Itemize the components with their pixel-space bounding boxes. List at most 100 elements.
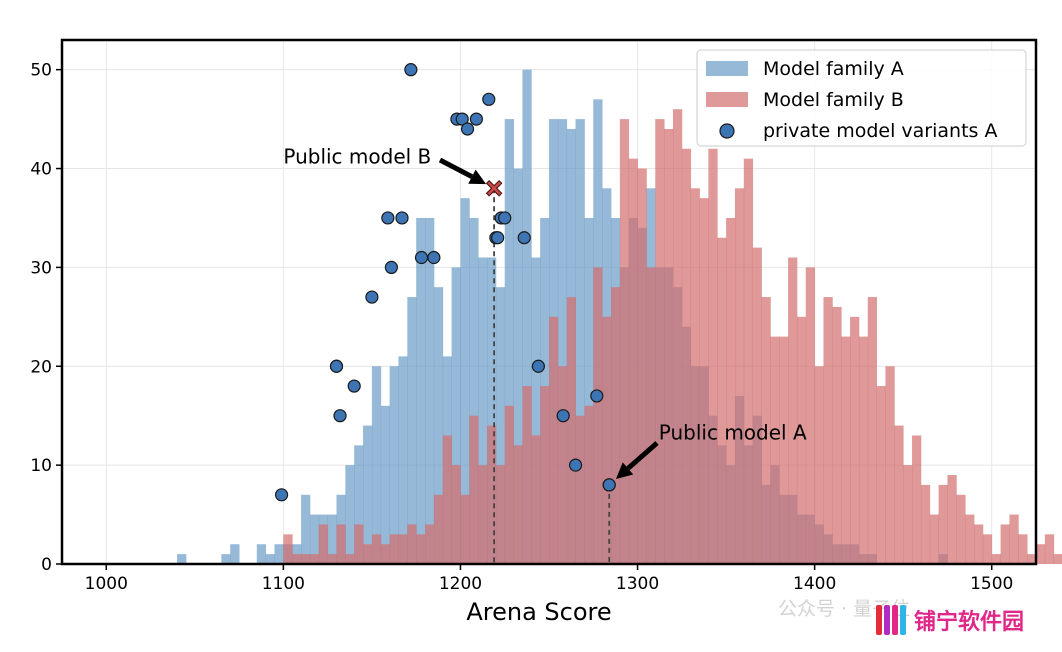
annotation-arrow-shaft: [626, 441, 659, 471]
hist-bar-b: [681, 148, 692, 565]
hist-bar-b: [938, 484, 948, 564]
hist-bar-b: [398, 534, 408, 564]
hist-bar-b: [655, 119, 665, 565]
legend-swatch: [706, 61, 748, 76]
legend-swatch: [706, 92, 748, 107]
hist-bar-a: [177, 554, 187, 564]
hist-bar-b: [292, 554, 302, 564]
hist-bar-b: [832, 306, 842, 564]
hist-bar-b: [478, 465, 488, 564]
annotation-label-b: Public model B: [283, 145, 431, 169]
annotation-label-a: Public model A: [659, 420, 807, 444]
hist-bar-a: [230, 544, 240, 564]
x-axis-label: Arena Score: [466, 598, 611, 626]
hist-bar-b: [672, 109, 683, 564]
y-tick-label: 0: [41, 555, 52, 575]
hist-bar-b: [903, 465, 913, 564]
hist-bar-b: [885, 366, 895, 564]
hist-bar-b: [637, 168, 647, 564]
hist-bar-b: [690, 188, 700, 564]
hist-bar-b: [708, 148, 718, 565]
hist-bar-a: [256, 544, 267, 564]
hist-bar-b: [743, 158, 754, 564]
hist-bar-b: [1018, 534, 1028, 564]
hist-bar-b: [929, 514, 939, 564]
scatter-point: [414, 250, 429, 265]
scatter-point: [568, 458, 583, 472]
hist-bar-b: [380, 544, 391, 564]
hist-bar-a: [531, 257, 541, 564]
scatter-point: [384, 260, 398, 274]
scatter-points: [274, 63, 616, 502]
hist-bar-b: [425, 524, 435, 564]
hist-bar-b: [354, 524, 364, 564]
scatter-point: [395, 211, 409, 225]
hist-bar-b: [726, 217, 736, 564]
legend-box: [696, 49, 1027, 147]
hist-bar-b: [495, 465, 506, 564]
hist-bar-b: [867, 297, 878, 564]
hist-bar-b: [912, 435, 922, 564]
hist-bar-b: [619, 119, 630, 565]
hist-bar-a: [380, 405, 391, 564]
hist-bar-b: [610, 287, 621, 564]
x-tick-label: 1500: [970, 574, 1013, 594]
hist-bar-b: [1036, 544, 1046, 564]
hist-bar-a: [433, 287, 444, 564]
hist-bar-b: [805, 267, 816, 564]
hist-bar-a: [522, 69, 532, 565]
hist-bar-b: [717, 237, 727, 565]
hist-bar-b: [522, 386, 532, 564]
hist-bar-b: [734, 188, 745, 564]
x-tick-label: 1100: [262, 574, 305, 594]
y-tick-label: 40: [30, 160, 52, 180]
hist-bar-b: [699, 198, 709, 565]
hist-bar-b: [602, 316, 612, 564]
hist-bar-b: [584, 405, 594, 564]
hist-bar-a: [327, 514, 337, 564]
hist-bar-a: [575, 119, 585, 565]
annotations: Public model B Public model A: [283, 145, 807, 479]
hist-bar-b: [442, 435, 452, 564]
hist-bar-b: [956, 494, 966, 564]
scatter-point: [427, 250, 441, 265]
hist-bar-b: [796, 316, 807, 564]
hist-bar-b: [982, 534, 993, 564]
hist-bar-b: [549, 316, 559, 564]
hist-bar-a: [584, 217, 594, 564]
hist-bar-b: [327, 554, 337, 564]
hist-bar-b: [788, 257, 798, 564]
scatter-point: [556, 409, 570, 423]
scatter-point: [274, 488, 289, 502]
legend-label: Model family B: [763, 89, 904, 111]
hist-bar-b: [628, 158, 638, 564]
hist-bar-a: [389, 366, 399, 564]
hist-bar-a: [345, 465, 355, 564]
axis-ticks: 1000 1100 1200 1300 1400 1500 0 10 20 30 40 50: [30, 61, 1013, 594]
hist-bar-b: [920, 484, 931, 564]
plot-frame: [60, 38, 1038, 566]
brand-logo-icon: [876, 605, 908, 635]
hist-bar-b: [575, 415, 585, 564]
hist-bar-b: [841, 336, 851, 564]
hist-bar-b: [301, 554, 311, 564]
scatter-point: [469, 112, 483, 126]
hist-bar-b: [513, 445, 523, 564]
annotation-arrow-shaft: [438, 157, 474, 179]
hist-bar-b: [814, 366, 824, 564]
hist-bar-a: [478, 257, 488, 564]
scatter-point: [460, 122, 475, 136]
hist-bar-b: [752, 247, 762, 565]
hist-bar-b: [557, 366, 568, 564]
hist-bar-b: [504, 405, 514, 564]
x-mark-icon: [485, 179, 503, 197]
hist-bar-b: [531, 435, 541, 564]
hist-bar-b: [1044, 534, 1055, 564]
hist-bar-a: [221, 554, 231, 564]
scatter-point: [498, 211, 512, 225]
hist-bar-b: [947, 475, 957, 564]
hist-bar-a: [354, 445, 364, 564]
x-tick-label: 1200: [439, 574, 482, 594]
hist-bar-a: [451, 267, 461, 564]
